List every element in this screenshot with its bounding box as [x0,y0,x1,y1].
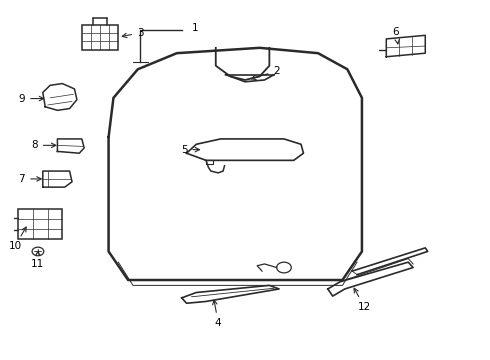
Text: 3: 3 [122,28,144,38]
Text: 2: 2 [251,66,280,80]
Text: 7: 7 [19,174,41,184]
Text: 12: 12 [354,288,371,312]
Bar [82,24,118,50]
Text: 4: 4 [213,300,221,328]
Text: 9: 9 [19,94,44,104]
Text: 10: 10 [8,227,26,251]
Text: 6: 6 [392,27,399,44]
Text: 11: 11 [31,251,45,269]
Text: 5: 5 [181,145,199,155]
Text: 8: 8 [31,140,56,150]
Text: 1: 1 [192,23,198,33]
Bar [19,208,62,239]
